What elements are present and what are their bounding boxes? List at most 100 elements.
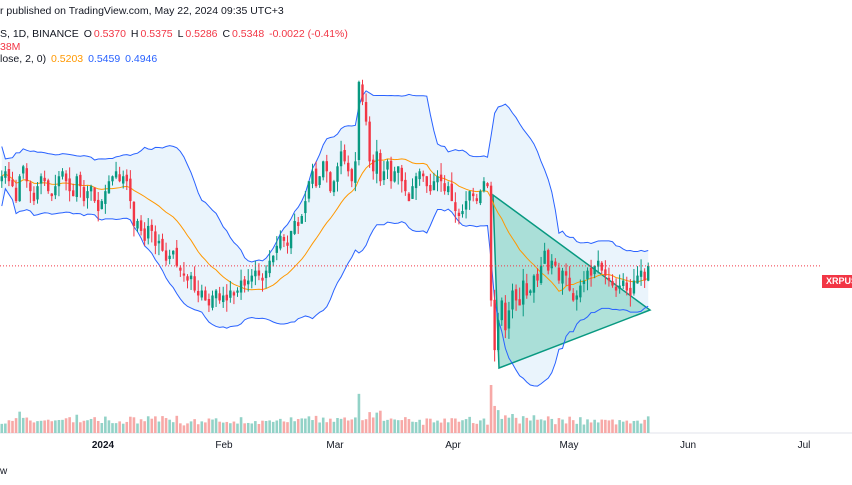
candle-body bbox=[18, 176, 21, 202]
volume-bar bbox=[336, 418, 339, 433]
volume-bar bbox=[500, 418, 504, 433]
volume-bar bbox=[596, 422, 600, 433]
volume-bar bbox=[46, 419, 50, 433]
candle-body bbox=[93, 187, 96, 202]
volume-bar bbox=[621, 421, 625, 433]
candle-body bbox=[54, 186, 57, 196]
volume-bar bbox=[429, 418, 432, 433]
volume-bar bbox=[421, 424, 425, 433]
candle-body bbox=[354, 161, 357, 183]
candle-body bbox=[39, 176, 43, 184]
candle-body bbox=[157, 240, 161, 244]
volume-bar bbox=[407, 419, 411, 433]
candle-body bbox=[332, 181, 336, 193]
candle-body bbox=[572, 293, 575, 301]
candle-body bbox=[168, 255, 171, 260]
volume-bar bbox=[196, 424, 200, 433]
candle-body bbox=[382, 171, 386, 181]
volume-bar bbox=[525, 417, 529, 433]
close-value: 0.5348 bbox=[232, 28, 265, 40]
volume-bar bbox=[632, 420, 636, 433]
volume-bar bbox=[275, 420, 279, 433]
volume-bar bbox=[146, 416, 150, 433]
candle-body bbox=[525, 283, 528, 296]
candle-body bbox=[343, 149, 346, 162]
candle-body bbox=[79, 174, 82, 187]
volume-bar bbox=[11, 420, 14, 433]
volume-bar bbox=[121, 423, 125, 433]
change-value: -0.0022 (-0.41%) bbox=[269, 28, 348, 40]
volume-bar bbox=[314, 415, 318, 433]
volume-bar bbox=[82, 420, 86, 433]
candle-body bbox=[364, 102, 368, 122]
volume-bar bbox=[43, 420, 46, 433]
volume-bar bbox=[600, 419, 604, 433]
candle-body bbox=[350, 169, 353, 182]
candle-body bbox=[586, 270, 589, 280]
candle-body bbox=[432, 181, 436, 191]
candle-body bbox=[100, 201, 103, 210]
volume-bar bbox=[557, 418, 561, 433]
candle-body bbox=[389, 160, 393, 182]
candle-body bbox=[268, 260, 271, 274]
candle-body bbox=[68, 178, 71, 192]
open-key: O bbox=[83, 28, 92, 40]
volume-legend: 38M bbox=[0, 41, 22, 53]
candle-body bbox=[0, 176, 3, 182]
candle-body bbox=[214, 290, 218, 299]
candle-body bbox=[197, 291, 200, 296]
candle-body bbox=[418, 171, 421, 180]
volume-bar bbox=[450, 418, 454, 433]
candle-body bbox=[300, 216, 303, 224]
volume-bar bbox=[593, 419, 596, 433]
volume-bar bbox=[539, 419, 543, 433]
candle-body bbox=[311, 171, 314, 184]
x-tick-label: Feb bbox=[215, 440, 233, 451]
volume-bar bbox=[486, 424, 489, 433]
volume-bar bbox=[132, 417, 136, 433]
candle-body bbox=[518, 299, 521, 306]
volume-bar bbox=[289, 417, 293, 433]
volume-bar bbox=[379, 410, 382, 433]
candle-body bbox=[107, 181, 111, 194]
triangle-pattern[interactable] bbox=[492, 193, 652, 370]
volume-bar bbox=[550, 418, 554, 433]
volume-bar bbox=[236, 423, 239, 433]
volume-bar bbox=[143, 421, 146, 433]
volume-bar bbox=[443, 418, 446, 433]
volume-bar bbox=[89, 418, 93, 433]
candle-body bbox=[200, 290, 203, 298]
volume-bar bbox=[582, 424, 586, 433]
high-value: 0.5375 bbox=[140, 28, 173, 40]
volume-bar bbox=[157, 421, 161, 433]
candle-body bbox=[254, 270, 257, 277]
volume-bar bbox=[39, 420, 43, 433]
candle-body bbox=[272, 255, 275, 263]
candle-body bbox=[597, 260, 600, 267]
candle-body bbox=[125, 174, 128, 182]
candle-body bbox=[297, 222, 300, 226]
open-value: 0.5370 bbox=[93, 28, 126, 40]
candle-body bbox=[139, 220, 143, 231]
volume-bar bbox=[318, 422, 321, 433]
candle-body bbox=[132, 201, 136, 226]
volume-bar bbox=[232, 421, 236, 433]
candle-body bbox=[443, 183, 446, 192]
symbol-price-badge: XRPUSDT bbox=[822, 275, 852, 288]
volume-bar bbox=[111, 423, 114, 433]
candle-body bbox=[279, 235, 282, 249]
published-line: r published on TradingView.com, May 22, … bbox=[0, 5, 286, 17]
candle-body bbox=[347, 162, 350, 172]
candle-body bbox=[386, 161, 389, 170]
candle-body bbox=[554, 261, 557, 266]
volume-bar bbox=[396, 420, 400, 433]
candle-body bbox=[536, 273, 539, 281]
candle-body bbox=[14, 187, 18, 202]
volume-bar bbox=[404, 417, 407, 433]
candle-body bbox=[625, 282, 628, 291]
volume-bar bbox=[25, 417, 29, 433]
candle-body bbox=[114, 171, 118, 178]
candle-body bbox=[293, 220, 296, 234]
volume-bar bbox=[604, 419, 607, 433]
